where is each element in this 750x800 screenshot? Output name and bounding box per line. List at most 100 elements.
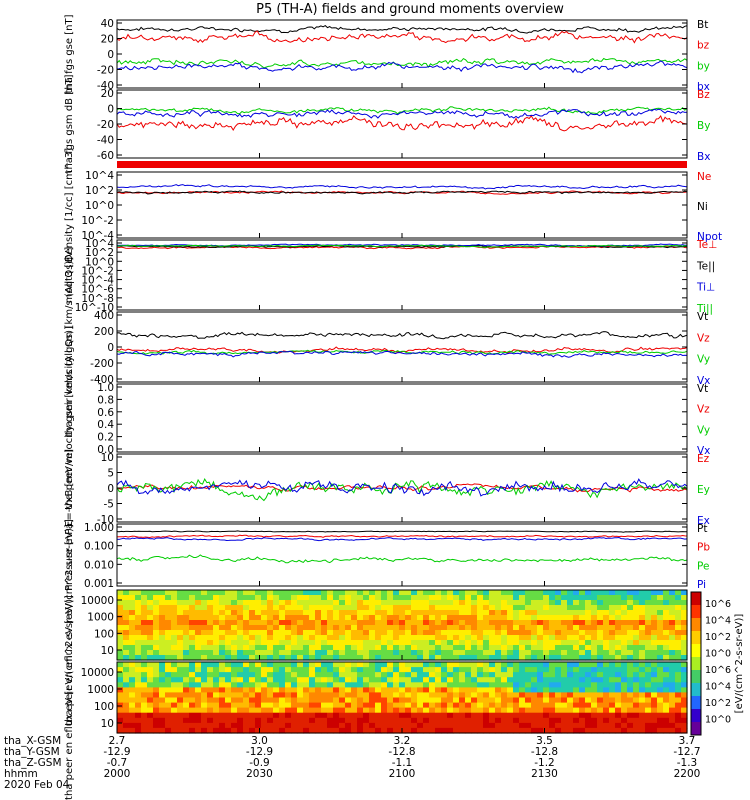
heatmap-cell: [561, 687, 568, 694]
heatmap-cell: [357, 595, 364, 601]
heatmap-cell: [663, 662, 670, 668]
heatmap-cell: [483, 682, 490, 688]
heatmap-cell: [273, 645, 280, 651]
heatmap-cell: [363, 645, 370, 651]
heatmap-cell: [645, 595, 652, 601]
heatmap-cell: [471, 650, 478, 656]
heatmap-cell: [633, 662, 640, 668]
heatmap-cell: [531, 655, 538, 661]
heatmap-cell: [291, 682, 298, 688]
heatmap-cell: [393, 620, 400, 626]
heatmap-cell: [381, 605, 388, 611]
heatmap-cell: [483, 625, 490, 631]
heatmap-cell: [213, 645, 220, 651]
heatmap-cell: [369, 722, 376, 729]
heatmap-cell: [585, 722, 592, 729]
heatmap-cell: [591, 625, 598, 631]
heatmap-cell: [375, 655, 382, 661]
heatmap-cell: [399, 635, 406, 641]
heatmap-cell: [177, 615, 184, 621]
heatmap-cell: [213, 655, 220, 661]
heatmap-cell: [681, 727, 688, 734]
heatmap-cell: [579, 650, 586, 656]
heatmap-cell: [543, 717, 550, 724]
heatmap-cell: [531, 645, 538, 651]
heatmap-cell: [165, 610, 172, 616]
heatmap-cell: [249, 655, 256, 661]
ytick-label: 0: [107, 342, 114, 354]
heatmap-cell: [201, 697, 208, 704]
heatmap-cell: [375, 662, 382, 668]
heatmap-cell: [567, 707, 574, 714]
heatmap-cell: [387, 650, 394, 656]
heatmap-cell: [393, 605, 400, 611]
heatmap-cell: [441, 717, 448, 724]
heatmap-cell: [495, 645, 502, 651]
heatmap-cell: [225, 655, 232, 661]
heatmap-cell: [483, 610, 490, 616]
heatmap-cell: [447, 667, 454, 673]
heatmap-cell: [339, 692, 346, 699]
heatmap-cell: [267, 590, 274, 596]
heatmap-cell: [135, 727, 142, 734]
heatmap-cell: [345, 707, 352, 714]
heatmap-cell: [129, 687, 136, 694]
heatmap-cell: [483, 590, 490, 596]
heatmap-cell: [171, 595, 178, 601]
heatmap-cell: [573, 707, 580, 714]
heatmap-cell: [525, 727, 532, 734]
heatmap-cell: [561, 717, 568, 724]
heatmap-cell: [453, 697, 460, 704]
colorbar-segment: [691, 605, 701, 619]
heatmap-cell: [579, 605, 586, 611]
heatmap-cell: [177, 600, 184, 606]
heatmap-cell: [201, 727, 208, 734]
heatmap-cell: [459, 610, 466, 616]
heatmap-cell: [117, 712, 124, 719]
heatmap-cell: [489, 727, 496, 734]
heatmap-cell: [243, 655, 250, 661]
heatmap-cell: [387, 672, 394, 678]
heatmap-cell: [381, 717, 388, 724]
heatmap-cell: [627, 640, 634, 646]
heatmap-cell: [663, 722, 670, 729]
heatmap-cell: [537, 662, 544, 668]
heatmap-cell: [165, 687, 172, 694]
heatmap-cell: [501, 630, 508, 636]
heatmap-cell: [471, 595, 478, 601]
heatmap-cell: [621, 682, 628, 688]
heatmap-cell: [585, 662, 592, 668]
heatmap-cell: [375, 645, 382, 651]
heatmap-cell: [381, 655, 388, 661]
heatmap-cell: [423, 610, 430, 616]
heatmap-cell: [441, 600, 448, 606]
heatmap-cell: [555, 625, 562, 631]
heatmap-cell: [399, 702, 406, 709]
heatmap-cell: [567, 650, 574, 656]
heatmap-cell: [531, 727, 538, 734]
heatmap-cell: [129, 707, 136, 714]
heatmap-cell: [405, 722, 412, 729]
heatmap-cell: [603, 635, 610, 641]
heatmap-cell: [489, 662, 496, 668]
heatmap-cell: [441, 687, 448, 694]
heatmap-cell: [189, 640, 196, 646]
heatmap-cell: [345, 717, 352, 724]
heatmap-cell: [231, 615, 238, 621]
heatmap-cell: [483, 595, 490, 601]
heatmap-cell: [441, 605, 448, 611]
heatmap-cell: [387, 687, 394, 694]
colorbar-segment: [691, 696, 701, 710]
heatmap-cell: [135, 712, 142, 719]
heatmap-cell: [435, 697, 442, 704]
heatmap-cell: [297, 605, 304, 611]
heatmap-cell: [465, 692, 472, 699]
heatmap-cell: [339, 655, 346, 661]
heatmap-cell: [657, 712, 664, 719]
heatmap-cell: [447, 590, 454, 596]
heatmap-cell: [411, 640, 418, 646]
heatmap-cell: [243, 712, 250, 719]
heatmap-cell: [429, 682, 436, 688]
heatmap-cell: [315, 687, 322, 694]
heatmap-cell: [651, 727, 658, 734]
